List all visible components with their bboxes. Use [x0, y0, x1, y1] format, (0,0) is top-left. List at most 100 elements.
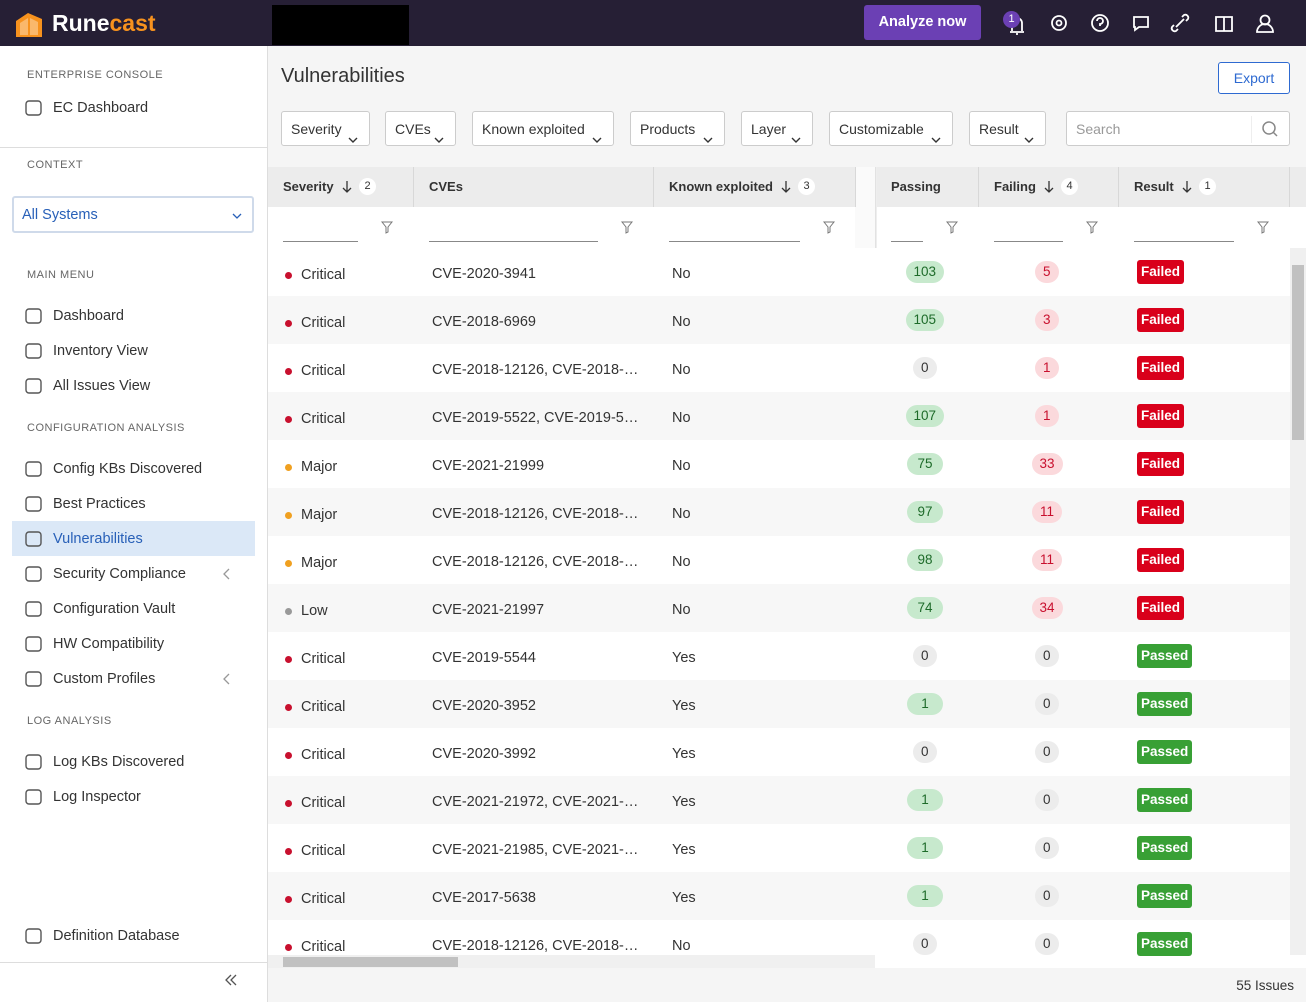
filter-dropdown[interactable]: CVEs [385, 111, 456, 146]
sort-rank: 3 [798, 178, 815, 195]
table-row[interactable] [268, 776, 1290, 824]
column-filter-icon[interactable] [620, 221, 634, 237]
search-box[interactable]: Search [1066, 111, 1290, 146]
column-filter-input[interactable] [429, 241, 598, 242]
menu-item[interactable]: HW Compatibility [53, 636, 165, 652]
filter-dropdown[interactable]: Known exploited [472, 111, 614, 146]
settings-icon[interactable] [1051, 15, 1067, 31]
passing-count: 1 [907, 693, 943, 715]
table-row[interactable] [268, 392, 1290, 440]
passing-count: 75 [907, 453, 943, 475]
table-row[interactable] [268, 344, 1290, 392]
column-filter-icon[interactable] [822, 221, 836, 237]
filter-dropdown[interactable]: Severity [281, 111, 370, 146]
column-filter-icon[interactable] [380, 221, 394, 237]
menu-item[interactable]: Custom Profiles [53, 671, 156, 687]
known-exploited: No [672, 602, 691, 618]
column-filter-icon[interactable] [1085, 221, 1099, 237]
known-exploited: No [672, 266, 691, 282]
top-bar: Runecast Analyze now 1 [0, 0, 1306, 46]
docs-icon[interactable] [1215, 16, 1233, 32]
cves: CVE-2017-5638 [432, 890, 536, 906]
menu-icon-graphic [25, 636, 42, 652]
table-row[interactable] [268, 632, 1290, 680]
severity-dot [285, 464, 292, 471]
column-filter-input[interactable] [994, 241, 1063, 242]
collapse-button[interactable] [223, 972, 239, 991]
export-button[interactable]: Export [1218, 62, 1290, 94]
column-filter-icon-graphic [1256, 221, 1270, 234]
menu-item[interactable]: Definition Database [53, 928, 180, 944]
chat-icon[interactable] [1133, 16, 1149, 32]
filter-chevron-graphic [703, 137, 713, 143]
brand-part: Rune [52, 10, 110, 36]
table-row[interactable] [268, 296, 1290, 344]
column-header[interactable]: Passing [891, 179, 941, 194]
severity-dot [285, 272, 292, 279]
severity: Critical [301, 699, 346, 715]
menu-item[interactable]: Inventory View [53, 343, 148, 359]
table-row[interactable] [268, 440, 1290, 488]
failing-count: 0 [1035, 837, 1059, 859]
filter-chevron [347, 124, 359, 159]
table-row[interactable] [268, 248, 1290, 296]
menu-item[interactable]: Best Practices [53, 496, 146, 512]
menu-item[interactable]: Config KBs Discovered [53, 461, 203, 477]
table-row[interactable] [268, 872, 1290, 920]
column-header[interactable]: Failing [994, 179, 1036, 194]
filter-dropdown[interactable]: Customizable [829, 111, 953, 146]
table-row[interactable] [268, 536, 1290, 584]
table-row[interactable] [268, 728, 1290, 776]
column-filter-input[interactable] [283, 241, 358, 242]
v-scroll-thumb[interactable] [1292, 265, 1304, 440]
menu-item[interactable]: Log KBs Discovered [53, 754, 185, 770]
context-select[interactable]: All Systems [12, 196, 254, 233]
filter-label: Result [979, 121, 1019, 137]
menu-item[interactable]: All Issues View [53, 378, 151, 394]
column-filter-input[interactable] [1134, 241, 1234, 242]
menu-item[interactable]: Log Inspector [53, 789, 141, 805]
table-row[interactable] [268, 584, 1290, 632]
failing-count: 0 [1035, 789, 1059, 811]
help-icon[interactable] [1091, 14, 1109, 32]
filter-chevron [433, 124, 445, 159]
column-header[interactable]: CVEs [429, 179, 463, 194]
filter-dropdown[interactable]: Result [969, 111, 1046, 146]
passing-count: 1 [907, 885, 943, 907]
passing-count: 97 [907, 501, 943, 523]
filter-chevron [930, 124, 942, 159]
h-scroll-thumb[interactable] [283, 957, 458, 967]
menu-item[interactable]: Vulnerabilities [53, 531, 143, 547]
column-filter-icon[interactable] [945, 221, 959, 237]
known-exploited: No [672, 554, 691, 570]
menu-icon [24, 529, 44, 552]
filter-dropdown[interactable]: Layer [741, 111, 813, 146]
table-row[interactable] [268, 488, 1290, 536]
column-filter-input[interactable] [669, 241, 800, 242]
menu-icon [24, 926, 44, 949]
filter-chevron-graphic [592, 137, 602, 143]
column-header[interactable]: Severity [283, 179, 334, 194]
table-row[interactable] [268, 824, 1290, 872]
menu-item[interactable]: Configuration Vault [53, 601, 176, 617]
menu-item[interactable]: Security Compliance [53, 566, 186, 582]
failing-count: 33 [1031, 453, 1063, 475]
menu-icon-graphic [25, 671, 42, 687]
filter-dropdown[interactable]: Products [630, 111, 725, 146]
select-chevron [231, 209, 243, 225]
column-filter-icon[interactable] [1256, 221, 1270, 237]
menu-item[interactable]: Dashboard [53, 308, 124, 324]
column-filter-input[interactable] [891, 241, 923, 242]
sort-arrow-graphic [342, 181, 352, 193]
expand-chevron [221, 672, 233, 689]
column-header[interactable]: Result [1134, 179, 1174, 194]
menu-item[interactable]: EC Dashboard [53, 100, 149, 116]
known-exploited: Yes [672, 794, 696, 810]
divider [0, 962, 267, 963]
link-icon[interactable] [1170, 13, 1190, 33]
menu-icon [24, 459, 44, 482]
table-row[interactable] [268, 680, 1290, 728]
analyze-button[interactable]: Analyze now [864, 5, 981, 40]
column-header[interactable]: Known exploited [669, 179, 773, 194]
